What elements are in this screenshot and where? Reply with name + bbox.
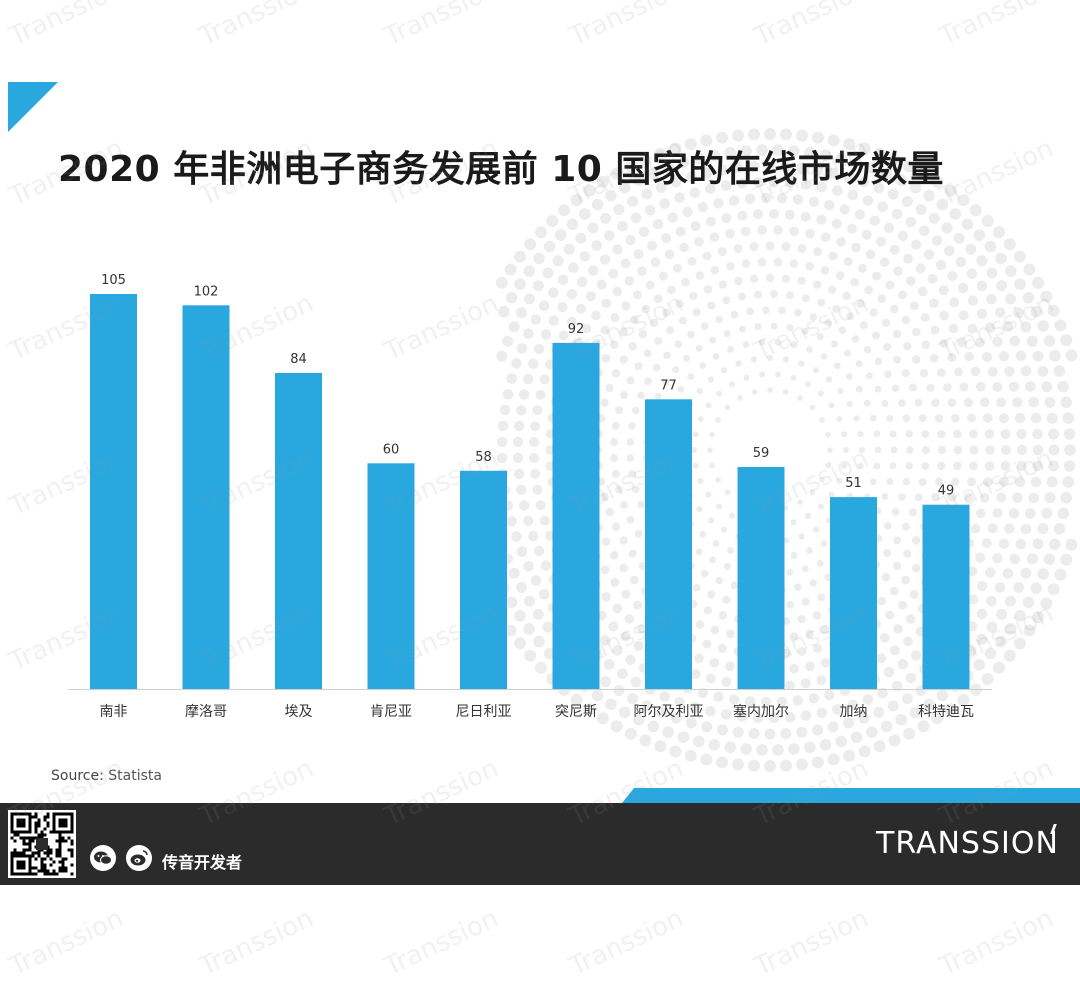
value-label-8: 59: [753, 446, 770, 461]
category-label-9: 加纳: [840, 704, 868, 720]
bar-5: [460, 470, 507, 689]
footer-bar: [0, 803, 1080, 885]
value-label-4: 60: [383, 442, 400, 457]
category-label-1: 南非: [100, 704, 128, 720]
value-label-3: 84: [290, 352, 307, 367]
value-label-9: 51: [845, 476, 862, 491]
category-label-10: 科特迪瓦: [918, 704, 974, 720]
category-label-3: 埃及: [285, 704, 313, 720]
bar-3: [275, 373, 322, 689]
value-label-10: 49: [938, 484, 955, 499]
bar-6: [552, 342, 600, 689]
category-label-6: 突尼斯: [555, 704, 597, 720]
category-label-7: 阿尔及利亚: [634, 704, 704, 720]
category-label-5: 尼日利亚: [456, 704, 512, 720]
bar-7: [645, 399, 692, 689]
wechat-account-name: 传音开发者: [162, 853, 243, 872]
bar-9: [830, 497, 877, 689]
category-label-2: 摩洛哥: [185, 703, 227, 720]
chart-title: 2020 年非洲电子商务发展前 10 国家的在线市场数量: [58, 149, 944, 190]
bar-8: [737, 467, 785, 689]
value-label-2: 102: [194, 284, 219, 299]
weibo-icon[interactable]: [126, 845, 152, 871]
value-label-5: 58: [475, 450, 492, 465]
value-label-6: 92: [568, 322, 585, 337]
brand-logo: TRANSSION: [876, 826, 1059, 861]
category-label-8: 塞内加尔: [733, 703, 789, 720]
category-label-4: 肯尼亚: [370, 704, 412, 720]
value-label-7: 77: [660, 378, 677, 393]
dotted-background-pattern: [495, 128, 1078, 772]
bar-1: [90, 294, 137, 689]
corner-accent-triangle: [8, 82, 58, 132]
value-label-1: 105: [101, 273, 126, 288]
bar-4: [367, 463, 415, 689]
bar-chart: 105 南非 102 摩洛哥 84 埃及 60 肯尼亚 58 尼日利亚 92 突尼斯 77 阿尔及利亚 59…: [68, 273, 992, 720]
source-note: Source: Statista: [51, 768, 162, 784]
qr-code-icon[interactable]: [8, 810, 76, 878]
source-value: Statista: [108, 768, 162, 784]
footer-accent-stripe: [622, 788, 1080, 803]
wechat-icon[interactable]: [90, 845, 116, 871]
bar-10: [922, 504, 970, 689]
bar-2: [182, 305, 230, 689]
source-label: Source:: [51, 768, 104, 784]
